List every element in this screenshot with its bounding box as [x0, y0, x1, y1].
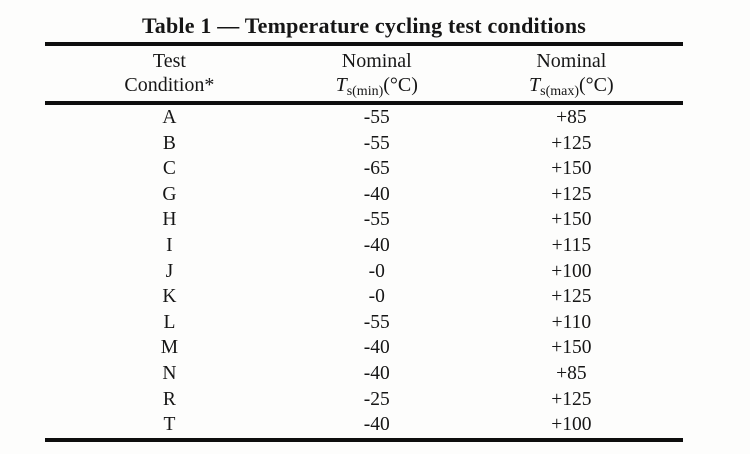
cell-nominal-tsmax: +100 [551, 260, 592, 282]
table-row: L -55 +110 [45, 310, 683, 336]
table-container: Table 1 — Temperature cycling test condi… [45, 13, 683, 442]
cell-nominal-tsmin: -40 [363, 337, 390, 359]
table-row: T -40 +100 [45, 412, 683, 440]
header-nominal-tsmin: Nominal Ts(min)(°C) [293, 44, 460, 105]
cell-test-condition: A [162, 107, 177, 129]
header-tsmin-formula: Ts(min)(°C) [294, 73, 460, 99]
cell-nominal-tsmax: +150 [551, 209, 592, 231]
cell-nominal-tsmin: -55 [363, 311, 390, 333]
cell-nominal-tsmin: -40 [363, 362, 390, 384]
cell-nominal-tsmax: +110 [551, 311, 592, 333]
tsmin-symbol: T [335, 74, 347, 96]
cell-test-condition: I [166, 235, 173, 257]
header-test-label: Test [152, 50, 186, 72]
cell-nominal-tsmin: -40 [363, 414, 390, 436]
cell-nominal-tsmax: +125 [551, 132, 592, 154]
table-row: K -0 +125 [45, 284, 683, 310]
cell-nominal-tsmax: +85 [556, 362, 587, 384]
cell-nominal-tsmax: +100 [551, 414, 592, 436]
cell-nominal-tsmin: -40 [363, 183, 390, 205]
temperature-cycling-table: Test Condition* Nominal Ts(min)(°C) Nomi… [45, 42, 683, 442]
cell-nominal-tsmax: +115 [551, 235, 592, 257]
tsmin-subscript: s(min) [346, 84, 384, 99]
cell-test-condition: M [160, 337, 179, 359]
cell-test-condition: C [162, 158, 176, 180]
cell-nominal-tsmax: +85 [556, 107, 587, 129]
table-title: Table 1 — Temperature cycling test condi… [141, 13, 587, 38]
tsmax-subscript: s(max) [540, 84, 580, 99]
table-row: C -65 +150 [45, 156, 683, 182]
table-row: J -0 +100 [45, 259, 683, 285]
cell-nominal-tsmin: -55 [363, 209, 390, 231]
table-row: R -25 +125 [45, 387, 683, 413]
cell-nominal-tsmin: -40 [363, 235, 390, 257]
cell-nominal-tsmin: -25 [363, 388, 390, 410]
table-row: A -55 +85 [45, 103, 683, 131]
cell-nominal-tsmin: -55 [363, 132, 390, 154]
cell-test-condition: H [162, 209, 177, 231]
cell-test-condition: B [162, 132, 176, 154]
cell-test-condition: L [163, 311, 176, 333]
cell-nominal-tsmax: +125 [551, 183, 592, 205]
cell-test-condition: R [162, 388, 176, 410]
cell-test-condition: T [163, 414, 176, 436]
header-test-condition: Test Condition* [45, 44, 294, 105]
tsmax-unit: (°C) [579, 74, 614, 96]
header-nominal-max-label: Nominal [536, 50, 607, 72]
cell-nominal-tsmin: -65 [363, 158, 390, 180]
cell-nominal-tsmax: +150 [551, 337, 592, 359]
header-row: Test Condition* Nominal Ts(min)(°C) Nomi… [45, 44, 683, 105]
table-row: I -40 +115 [45, 233, 683, 259]
cell-nominal-tsmin: -0 [368, 260, 385, 282]
table-row: N -40 +85 [45, 361, 683, 387]
table-row: B -55 +125 [45, 131, 683, 157]
cell-nominal-tsmin: -0 [368, 286, 385, 308]
cell-nominal-tsmin: -55 [363, 107, 390, 129]
header-nominal-tsmax: Nominal Ts(max)(°C) [459, 44, 683, 105]
table-body: A -55 +85 B -55 +125 C -65 +150 G -40 +125 H -55 +150 I… [45, 103, 683, 440]
table-row: M -40 +150 [45, 335, 683, 361]
cell-test-condition: J [165, 260, 174, 282]
table-row: G -40 +125 [45, 182, 683, 208]
tsmin-unit: (°C) [383, 74, 418, 96]
table-row: H -55 +150 [45, 207, 683, 233]
cell-nominal-tsmax: +125 [551, 286, 592, 308]
cell-nominal-tsmax: +125 [551, 388, 592, 410]
cell-test-condition: G [162, 183, 177, 205]
header-nominal-min-label: Nominal [341, 50, 412, 72]
cell-nominal-tsmax: +150 [551, 158, 592, 180]
header-tsmax-formula: Ts(max)(°C) [460, 73, 683, 99]
tsmax-symbol: T [529, 74, 541, 96]
cell-test-condition: N [162, 362, 177, 384]
table-header: Test Condition* Nominal Ts(min)(°C) Nomi… [45, 44, 683, 105]
header-condition-label: Condition* [124, 74, 215, 96]
cell-test-condition: K [162, 286, 177, 308]
